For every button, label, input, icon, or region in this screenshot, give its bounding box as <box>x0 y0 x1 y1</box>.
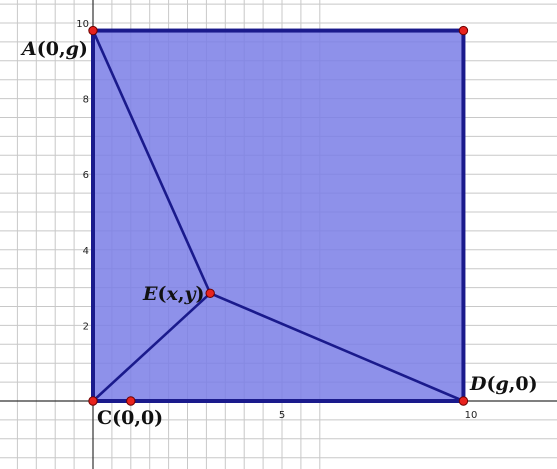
y-tick-label: 2 <box>83 321 89 332</box>
segment-d-e <box>209 292 464 403</box>
point-on-x-axis[interactable] <box>126 396 136 406</box>
label-point-d: D(g,0) <box>469 373 538 395</box>
y-tick-label: 4 <box>83 246 89 257</box>
point-top-right[interactable] <box>458 25 469 36</box>
segment-c-e <box>92 292 212 402</box>
y-tick-label: 6 <box>83 170 89 181</box>
tick-labels: 5 10 2 4 6 8 10 <box>76 19 477 421</box>
segment-a-e <box>91 30 212 294</box>
point-e[interactable] <box>205 288 215 298</box>
y-tick-label: 10 <box>76 19 89 30</box>
x-tick-label: 10 <box>465 410 478 421</box>
label-point-a: A(0,g) <box>20 38 88 60</box>
label-point-c: C(0,0) <box>97 407 163 429</box>
point-c[interactable] <box>88 396 98 406</box>
square-region <box>91 28 466 404</box>
point-d[interactable] <box>458 396 469 406</box>
x-tick-label: 5 <box>279 410 285 421</box>
y-tick-label: 8 <box>83 95 89 106</box>
point-a[interactable] <box>88 25 98 36</box>
label-point-e: E(x,y) <box>142 283 204 305</box>
